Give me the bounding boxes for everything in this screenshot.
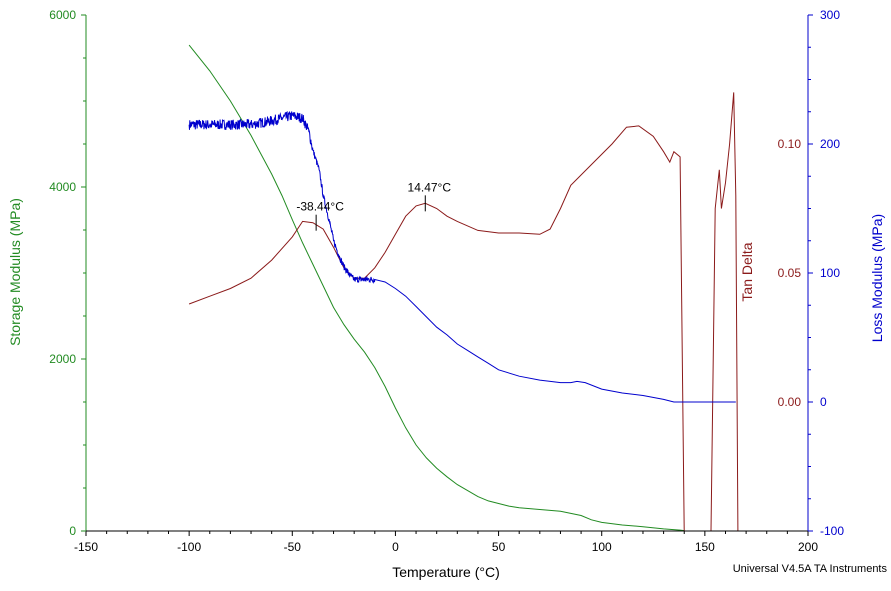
axes-layer: [81, 14, 813, 536]
right-tick-label: -100: [820, 524, 844, 538]
right-tick-label: 0: [820, 395, 827, 409]
peak-annotation: 14.47°C: [408, 180, 452, 194]
left-tick-label: 0: [69, 524, 76, 538]
right-tick-label: 100: [820, 266, 840, 280]
right-tick-label: 300: [820, 8, 840, 22]
series-line-storage-modulus: [188, 44, 685, 532]
tan-tick-label: 0.05: [778, 266, 802, 280]
labels-layer: -150 -100 -50 0 50 100 150 20002000400060000.00…: [49, 8, 844, 554]
peak-annotation: -38.44°C: [296, 200, 344, 214]
x-axis-title: Temperature (°C): [392, 564, 500, 580]
tan-delta-axis-title: Tan Delta: [739, 242, 755, 301]
tan-tick-label: 0.10: [778, 137, 802, 151]
x-tick-label: 200: [798, 540, 818, 554]
x-tick-label: 0: [392, 540, 399, 554]
left-axis-title: Storage Modulus (MPa): [7, 198, 23, 346]
credit-text: Universal V4.5A TA Instruments: [733, 563, 888, 575]
series-line-loss-modulus: [188, 110, 736, 403]
left-tick-label: 4000: [49, 180, 76, 194]
x-tick-label: 50: [492, 540, 506, 554]
x-tick-label: -150: [74, 540, 98, 554]
x-tick-label: -50: [284, 540, 302, 554]
x-tick-label: 150: [695, 540, 715, 554]
left-tick-label: 6000: [49, 8, 76, 22]
x-tick-label: -100: [177, 540, 201, 554]
plot-layer: [188, 44, 739, 532]
left-tick-label: 2000: [49, 352, 76, 366]
x-tick-label: 100: [592, 540, 612, 554]
tan-tick-label: 0.00: [778, 395, 802, 409]
series-line-tan-delta: [188, 92, 739, 532]
right-tick-label: 200: [820, 137, 840, 151]
right-axis-title: Loss Modulus (MPa): [869, 214, 885, 342]
